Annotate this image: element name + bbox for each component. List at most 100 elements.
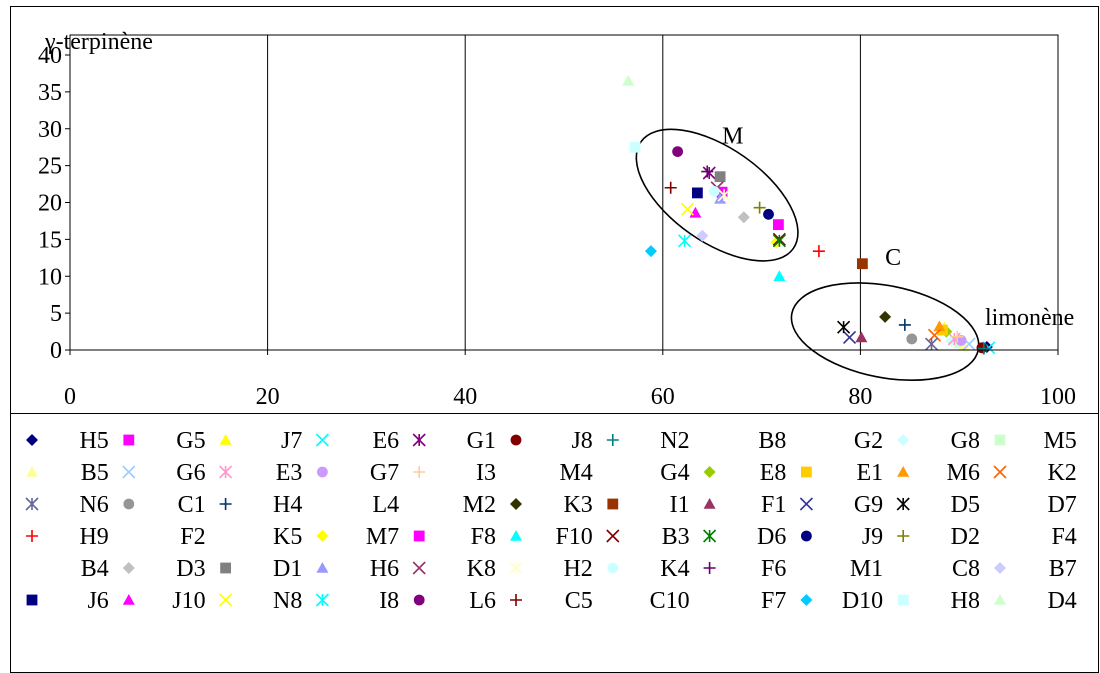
legend-label: L6 — [469, 588, 496, 614]
legend-item-J8: J8 — [510, 428, 593, 454]
data-point-K3 — [879, 310, 892, 323]
legend-marker-K8 — [412, 561, 426, 575]
legend-marker-H5 — [26, 434, 38, 446]
legend-label: H9 — [79, 524, 108, 550]
legend-label: G7 — [370, 460, 399, 486]
legend-item-B3: B3 — [606, 524, 690, 550]
legend-label: H6 — [370, 556, 399, 582]
legend-label: J7 — [281, 428, 302, 454]
data-point-K4 — [708, 186, 720, 197]
y-tick-label: 40 — [38, 43, 62, 69]
legend-marker-F6 — [703, 562, 716, 574]
legend-item-M7: M7 — [316, 524, 399, 550]
legend-frame — [10, 413, 1099, 673]
legend-label: K8 — [467, 556, 496, 582]
legend-item-L6: L6 — [413, 588, 496, 614]
data-point-B7 — [696, 229, 709, 242]
legend-label: F6 — [761, 556, 786, 582]
legend-marker-H2 — [509, 561, 523, 575]
legend-item-G2: G2 — [854, 428, 883, 454]
data-point-G5 — [772, 219, 784, 231]
legend-marker-M6 — [897, 466, 910, 477]
legend-item-M1: M1 — [850, 556, 883, 582]
data-point-I3 — [951, 330, 964, 343]
legend-marker-E6 — [315, 433, 329, 447]
legend-item-F10: F10 — [510, 524, 593, 550]
legend-item-I8: I8 — [315, 588, 399, 614]
legend-label: M4 — [559, 460, 592, 486]
legend-item-D1: D1 — [220, 556, 302, 582]
legend-label: M6 — [947, 460, 980, 486]
legend-label: G4 — [660, 460, 689, 486]
legend-item-H9: H9 — [26, 524, 109, 550]
legend-label: B5 — [81, 460, 109, 486]
legend-label: M1 — [850, 556, 883, 582]
legend-item-D2: D2 — [897, 524, 980, 550]
legend-item-B5: B5 — [26, 460, 109, 486]
legend-item-J10: J10 — [122, 588, 206, 614]
legend-item-N6: N6 — [25, 492, 109, 518]
cluster-ellipse-M — [635, 128, 799, 262]
legend-marker-D6 — [703, 529, 717, 543]
data-point-G9 — [842, 330, 857, 345]
data-point-H9 — [812, 245, 825, 258]
legend-label: D2 — [951, 524, 980, 550]
legend-item-F1: F1 — [703, 492, 786, 518]
legend-item-G6: G6 — [122, 460, 206, 486]
y-tick-label: 5 — [50, 301, 62, 327]
y-axis-label: γ-terpinène — [44, 29, 153, 55]
legend-marker-E3 — [219, 465, 233, 479]
x-tick-label: 100 — [1040, 384, 1076, 410]
data-point-F6 — [701, 165, 714, 178]
legend-label: B8 — [758, 428, 786, 454]
legend-label: K4 — [660, 556, 689, 582]
legend-item-I3: I3 — [413, 460, 496, 486]
data-point-G1 — [702, 166, 716, 180]
legend-item-H5: H5 — [26, 428, 109, 454]
data-point-G7 — [955, 335, 967, 346]
legend-marker-J6 — [26, 594, 38, 606]
legend-label: G2 — [854, 428, 883, 454]
legend-item-C5: C5 — [510, 588, 593, 614]
data-point-I8 — [677, 234, 692, 248]
legend-label: F10 — [555, 524, 592, 550]
legend-marker-I3 — [413, 466, 426, 478]
legend-label: L4 — [373, 492, 400, 518]
legend-marker-M7 — [316, 530, 329, 542]
y-tick-label: 20 — [38, 191, 62, 217]
legend-item-N2: N2 — [606, 428, 690, 454]
legend-item-K4: K4 — [607, 556, 690, 582]
legend-label: E3 — [276, 460, 303, 486]
legend-marker-L6 — [413, 594, 425, 606]
x-tick-label: 80 — [848, 384, 872, 410]
legend-marker-D10 — [800, 594, 813, 606]
y-tick-label: 15 — [38, 227, 62, 253]
legend-marker-K2 — [993, 465, 1007, 479]
legend-label: M5 — [1043, 428, 1076, 454]
legend-label: N6 — [79, 492, 108, 518]
legend-item-M4: M4 — [559, 460, 592, 486]
legend-label: C8 — [952, 556, 980, 582]
data-point-N8 — [680, 202, 695, 216]
data-point-D10 — [644, 245, 657, 258]
legend-item-K3: K3 — [510, 492, 593, 518]
legend-marker-K4 — [607, 562, 619, 574]
data-point-D3 — [737, 211, 750, 224]
legend-label: H2 — [563, 556, 592, 582]
legend-item-B8: B8 — [758, 428, 786, 454]
data-point-F1 — [855, 331, 868, 343]
legend-label: K2 — [1047, 460, 1076, 486]
legend-item-J6: J6 — [26, 588, 109, 614]
annotations: MC — [722, 124, 901, 272]
legend-label: F4 — [1051, 524, 1076, 550]
legend-label: D10 — [842, 588, 883, 614]
legend-label: G8 — [951, 428, 980, 454]
legend-marker-D5 — [896, 497, 910, 511]
legend-label: F7 — [761, 588, 786, 614]
legend-marker-H4 — [219, 498, 232, 510]
legend-label: F2 — [180, 524, 205, 550]
data-point-F10 — [773, 270, 786, 282]
legend-marker-E1 — [801, 466, 812, 478]
legend-label: E1 — [857, 460, 884, 486]
legend-item-L4: L4 — [373, 492, 400, 518]
